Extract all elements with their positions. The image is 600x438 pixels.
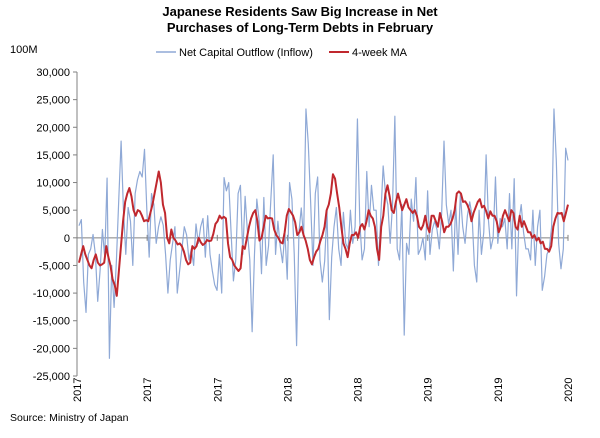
y-tick-label: 15,000 [36,150,70,162]
y-tick-label: -5,000 [39,260,70,272]
y-tick-label: 25,000 [36,95,70,107]
legend-label-4-week-ma: 4-week MA [352,47,408,59]
y-axis: 30,000 25,000 20,000 15,000 10,000 5,000 0 -5,0… [33,67,78,383]
y-tick-label: 5,000 [42,205,70,217]
source-note: Source: Ministry of Japan [10,412,129,424]
series-line-net-capital-outflow [78,108,569,359]
y-tick-label: -10,000 [33,288,70,300]
series-layer [78,108,569,359]
x-tick-label: 2018 [353,378,365,402]
y-tick-label: 30,000 [36,67,70,79]
x-tick-label: 2019 [493,378,505,402]
y-tick-label: 0 [64,233,70,245]
y-tick-label: 10,000 [36,178,70,190]
chart-title-line-1: Japanese Residents Saw Big Increase in N… [162,4,438,19]
x-tick-label: 2017 [212,378,224,402]
y-tick-label: 20,000 [36,122,70,134]
y-tick-label: -15,000 [33,316,70,328]
chart-title: Japanese Residents Saw Big Increase in N… [0,4,600,36]
legend: Net Capital Outflow (Inflow) 4-week MA [156,47,408,59]
x-tick-label: 2017 [142,378,154,402]
y-tick-label: -25,000 [33,371,70,383]
x-tick-label: 2017 [72,378,84,402]
y-unit-label: 100M [10,44,38,56]
series-line-4-week-ma [78,170,569,297]
x-tick-label: 2020 [563,378,575,402]
x-axis: 2017 2017 2017 2018 2018 2019 2019 2020 [72,234,575,402]
x-tick-label: 2019 [423,378,435,402]
y-tick-label: -20,000 [33,343,70,355]
legend-label-net-capital-outflow: Net Capital Outflow (Inflow) [179,47,313,59]
chart-title-line-2: Purchases of Long-Term Debts in February [166,20,434,35]
x-tick-label: 2018 [282,378,294,402]
